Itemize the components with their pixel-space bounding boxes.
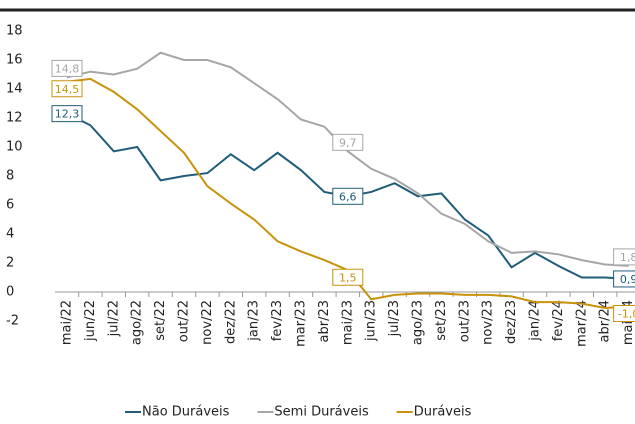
legend-label: Duráveis <box>414 405 472 420</box>
value-label-box <box>51 59 83 77</box>
value-label: 14,5 <box>51 80 83 98</box>
legend-label: Não Duráveis <box>142 405 230 420</box>
y-tick-label: 0 <box>6 285 14 300</box>
y-tick-label: 8 <box>6 169 14 184</box>
value-label-text: 0,9 <box>620 273 635 286</box>
value-label-text: 14,8 <box>55 62 80 75</box>
value-label-text: 1,5 <box>339 271 357 284</box>
value-label-text: 12,3 <box>55 108 80 121</box>
x-tick-label: set/23 <box>434 300 449 341</box>
x-tick-label: jul/23 <box>387 300 402 337</box>
x-tick-label: jan/23 <box>247 300 262 342</box>
x-tick-label: dez/23 <box>504 300 519 344</box>
y-tick-label: 16 <box>6 53 23 68</box>
x-tick-label: out/22 <box>177 300 192 342</box>
value-label-box <box>613 248 635 266</box>
value-label-box <box>332 268 364 286</box>
x-tick-label: nov/22 <box>200 300 215 345</box>
y-tick-label: 18 <box>6 24 23 39</box>
x-tick-label: jul/22 <box>106 300 121 337</box>
x-tick-label: fev/24 <box>551 300 566 341</box>
value-label: 14,8 <box>51 59 83 77</box>
x-tick-label: dez/22 <box>223 300 238 344</box>
y-tick-label: 12 <box>6 111 23 126</box>
x-tick-label: jun/23 <box>364 300 379 342</box>
value-label-box <box>332 133 364 151</box>
x-tick-label: mar/23 <box>294 300 309 347</box>
y-tick-label: 4 <box>6 227 14 242</box>
value-label: 0,9 <box>613 270 635 288</box>
value-label: 12,3 <box>51 105 83 123</box>
x-tick-label: jun/22 <box>83 300 98 342</box>
value-label: 9,7 <box>332 133 364 151</box>
value-label: -1,0 <box>613 305 635 322</box>
y-tick-label: 2 <box>6 256 14 271</box>
value-label-box <box>613 270 635 288</box>
x-tick-label: mai/23 <box>340 300 355 345</box>
x-tick-label: out/23 <box>457 300 472 342</box>
y-tick-label: 14 <box>6 82 23 97</box>
value-label-text: 6,6 <box>339 190 357 203</box>
y-tick-label: 6 <box>6 198 14 213</box>
value-label-text: 9,7 <box>339 136 357 149</box>
x-tick-label: nov/23 <box>481 300 496 345</box>
value-label-text: -1,0 <box>618 308 635 321</box>
value-label-box <box>51 105 83 123</box>
x-tick-label: abr/23 <box>317 300 332 343</box>
x-tick-label: fev/23 <box>270 300 285 341</box>
x-tick-label: mai/22 <box>60 300 75 345</box>
value-label-box <box>332 187 364 205</box>
x-tick-label: abr/24 <box>598 300 613 343</box>
value-label: 6,6 <box>332 187 364 205</box>
x-tick-label: mar/24 <box>574 300 589 347</box>
legend-label: Semi Duráveis <box>274 405 369 420</box>
value-label-box <box>613 305 635 322</box>
value-label: 1,5 <box>332 268 364 286</box>
value-label: 1,8 <box>613 248 635 266</box>
x-tick-label: jan/24 <box>528 300 543 342</box>
value-label-text: 14,5 <box>55 83 80 96</box>
x-tick-label: ago/22 <box>130 300 145 345</box>
value-label-text: 1,8 <box>620 251 635 264</box>
x-tick-label: ago/23 <box>411 300 426 345</box>
y-tick-label: -2 <box>6 314 19 329</box>
value-label-box <box>51 80 83 98</box>
x-tick-label: set/22 <box>153 300 168 341</box>
series-line <box>66 51 629 267</box>
y-tick-label: 10 <box>6 140 23 155</box>
